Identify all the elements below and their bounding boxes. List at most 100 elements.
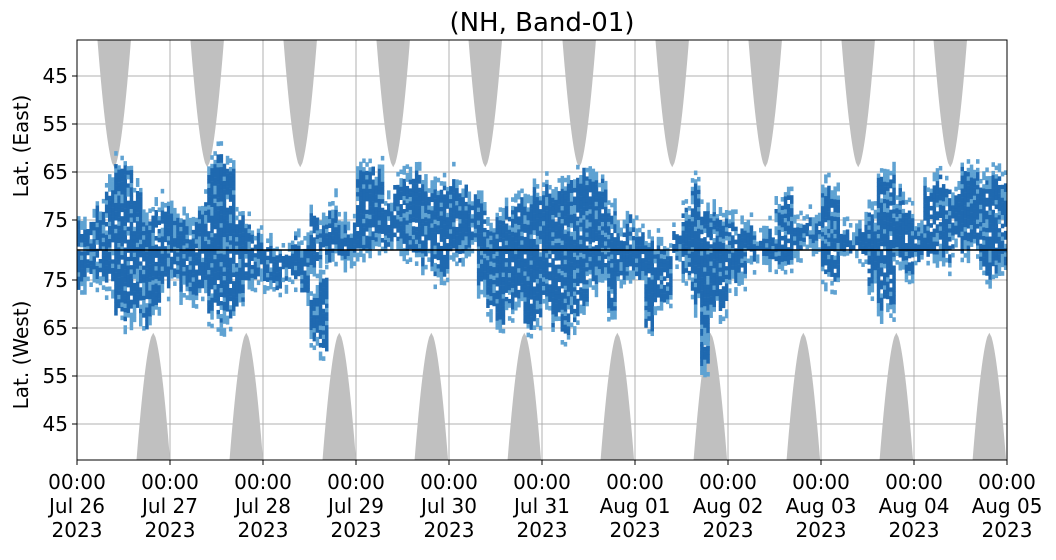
detection-cell [607,265,611,270]
detection-cell [248,268,252,273]
detection-cell [536,197,540,202]
detection-cell [269,242,273,247]
detection-cell [660,306,664,311]
detection-cell [83,290,87,295]
detection-cell [229,292,233,297]
detection-cell [86,229,90,234]
detection-cell [139,296,143,301]
detection-cell [368,172,372,177]
detection-cell [644,306,648,311]
detection-cell [700,221,704,226]
detection-cell [601,200,605,205]
detection-cell [809,239,813,244]
detection-cell [99,276,103,281]
detection-cell [108,178,112,183]
detection-cell [269,285,273,290]
detection-cell [179,296,183,301]
detection-cell [229,180,233,185]
detection-cell [210,259,214,264]
detection-cell [880,250,884,255]
detection-cell [821,267,825,272]
detection-cell [607,287,611,292]
detection-cell [217,327,221,332]
detection-cell [778,243,782,248]
detection-cell [244,224,248,229]
detection-cell [365,223,369,228]
detection-cell [585,189,589,194]
detection-cell [511,219,515,224]
detection-cell [734,287,738,292]
detection-cell [229,214,233,219]
detection-cell [840,247,844,252]
detection-cell [579,257,583,262]
detection-cell [235,216,239,221]
detection-cell [477,199,481,204]
detection-cell [486,264,490,269]
detection-cell [533,178,537,183]
detection-cell [709,309,713,314]
detection-cell [480,255,484,260]
detection-cell [548,263,552,268]
detection-cell [443,238,447,243]
detection-cell [337,212,341,217]
detection-cell [877,277,881,282]
detection-cell [393,207,397,212]
detection-cell [837,265,841,270]
detection-cell [176,270,180,275]
detection-cell [533,256,537,261]
detection-cell [325,225,329,230]
detection-cell [378,238,382,243]
detection-cell [415,253,419,258]
detection-cell [127,214,131,219]
detection-cell [114,238,118,243]
detection-cell [120,220,124,225]
detection-cell [694,304,698,309]
detection-cell [443,272,447,277]
detection-cell [393,185,397,190]
detection-cell [471,231,475,236]
detection-cell [279,267,283,272]
detection-cell [489,318,493,323]
detection-cell [80,281,84,286]
detection-cell [561,314,565,319]
detection-cell [644,310,648,315]
detection-cell [120,169,124,174]
detection-cell [403,170,407,175]
detection-cell [468,213,472,218]
detection-cell [799,258,803,263]
detection-cell [260,225,264,230]
detection-cell [517,225,521,230]
detection-cell [486,269,490,274]
detection-cell [387,225,391,230]
detection-cell [883,177,887,182]
detection-cell [105,243,109,248]
detection-cell [517,203,521,208]
detection-cell [272,265,276,270]
detection-cell [508,234,512,239]
detection-cell [139,305,143,310]
detection-cell [837,273,841,278]
detection-cell [892,296,896,301]
detection-cell [694,292,698,297]
detection-cell [527,229,531,234]
detection-cell [728,245,732,250]
detection-cell [837,213,841,218]
detection-cell [703,298,707,303]
detection-cell [582,276,586,281]
detection-cell [96,275,100,280]
detection-cell [530,282,534,287]
detection-cell [368,167,372,172]
detection-cell [883,259,887,264]
detection-cell [266,264,270,269]
detection-cell [675,256,679,261]
detection-cell [148,208,152,213]
detection-cell [173,251,177,256]
detection-cell [861,241,865,246]
detection-cell [102,216,106,221]
detection-cell [598,269,602,274]
detection-cell [877,195,881,200]
detection-cell [784,205,788,210]
detection-cell [523,215,527,220]
detection-cell [430,180,434,185]
detection-cell [210,211,214,216]
